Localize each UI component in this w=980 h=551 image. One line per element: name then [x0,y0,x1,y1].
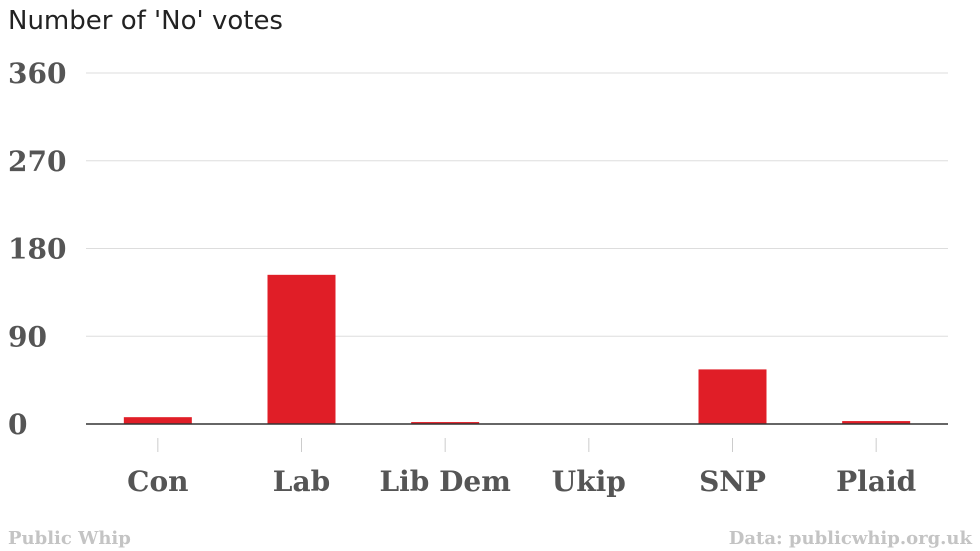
x-tick-label: Con [127,465,188,498]
x-tick-label: Lib Dem [379,465,510,498]
y-tick-label: 360 [8,57,66,90]
x-tick-label: Lab [273,465,330,498]
bars [123,274,911,424]
bar-con [123,417,192,424]
x-tick-label: Plaid [836,465,916,498]
x-tick-label: Ukip [552,465,626,498]
bar-lab [267,274,336,424]
y-tick-label: 180 [8,233,66,266]
y-tick-label: 0 [8,408,27,441]
gridlines [86,72,948,337]
bar-lib-dem [411,422,480,424]
y-axis-ticks: 0 90 180 270 360 [8,57,66,441]
y-tick-label: 270 [8,145,66,178]
y-tick-label: 90 [8,320,47,353]
x-axis-ticks: Con Lab Lib Dem Ukip SNP Plaid [127,438,916,498]
data-source: Data: publicwhip.org.uk [728,528,972,549]
chart-title: Number of 'No' votes [8,6,283,36]
x-tick-label: SNP [699,465,766,498]
bar-plaid [842,421,911,424]
source-credit: Public Whip [8,528,131,549]
bar-snp [698,369,767,424]
